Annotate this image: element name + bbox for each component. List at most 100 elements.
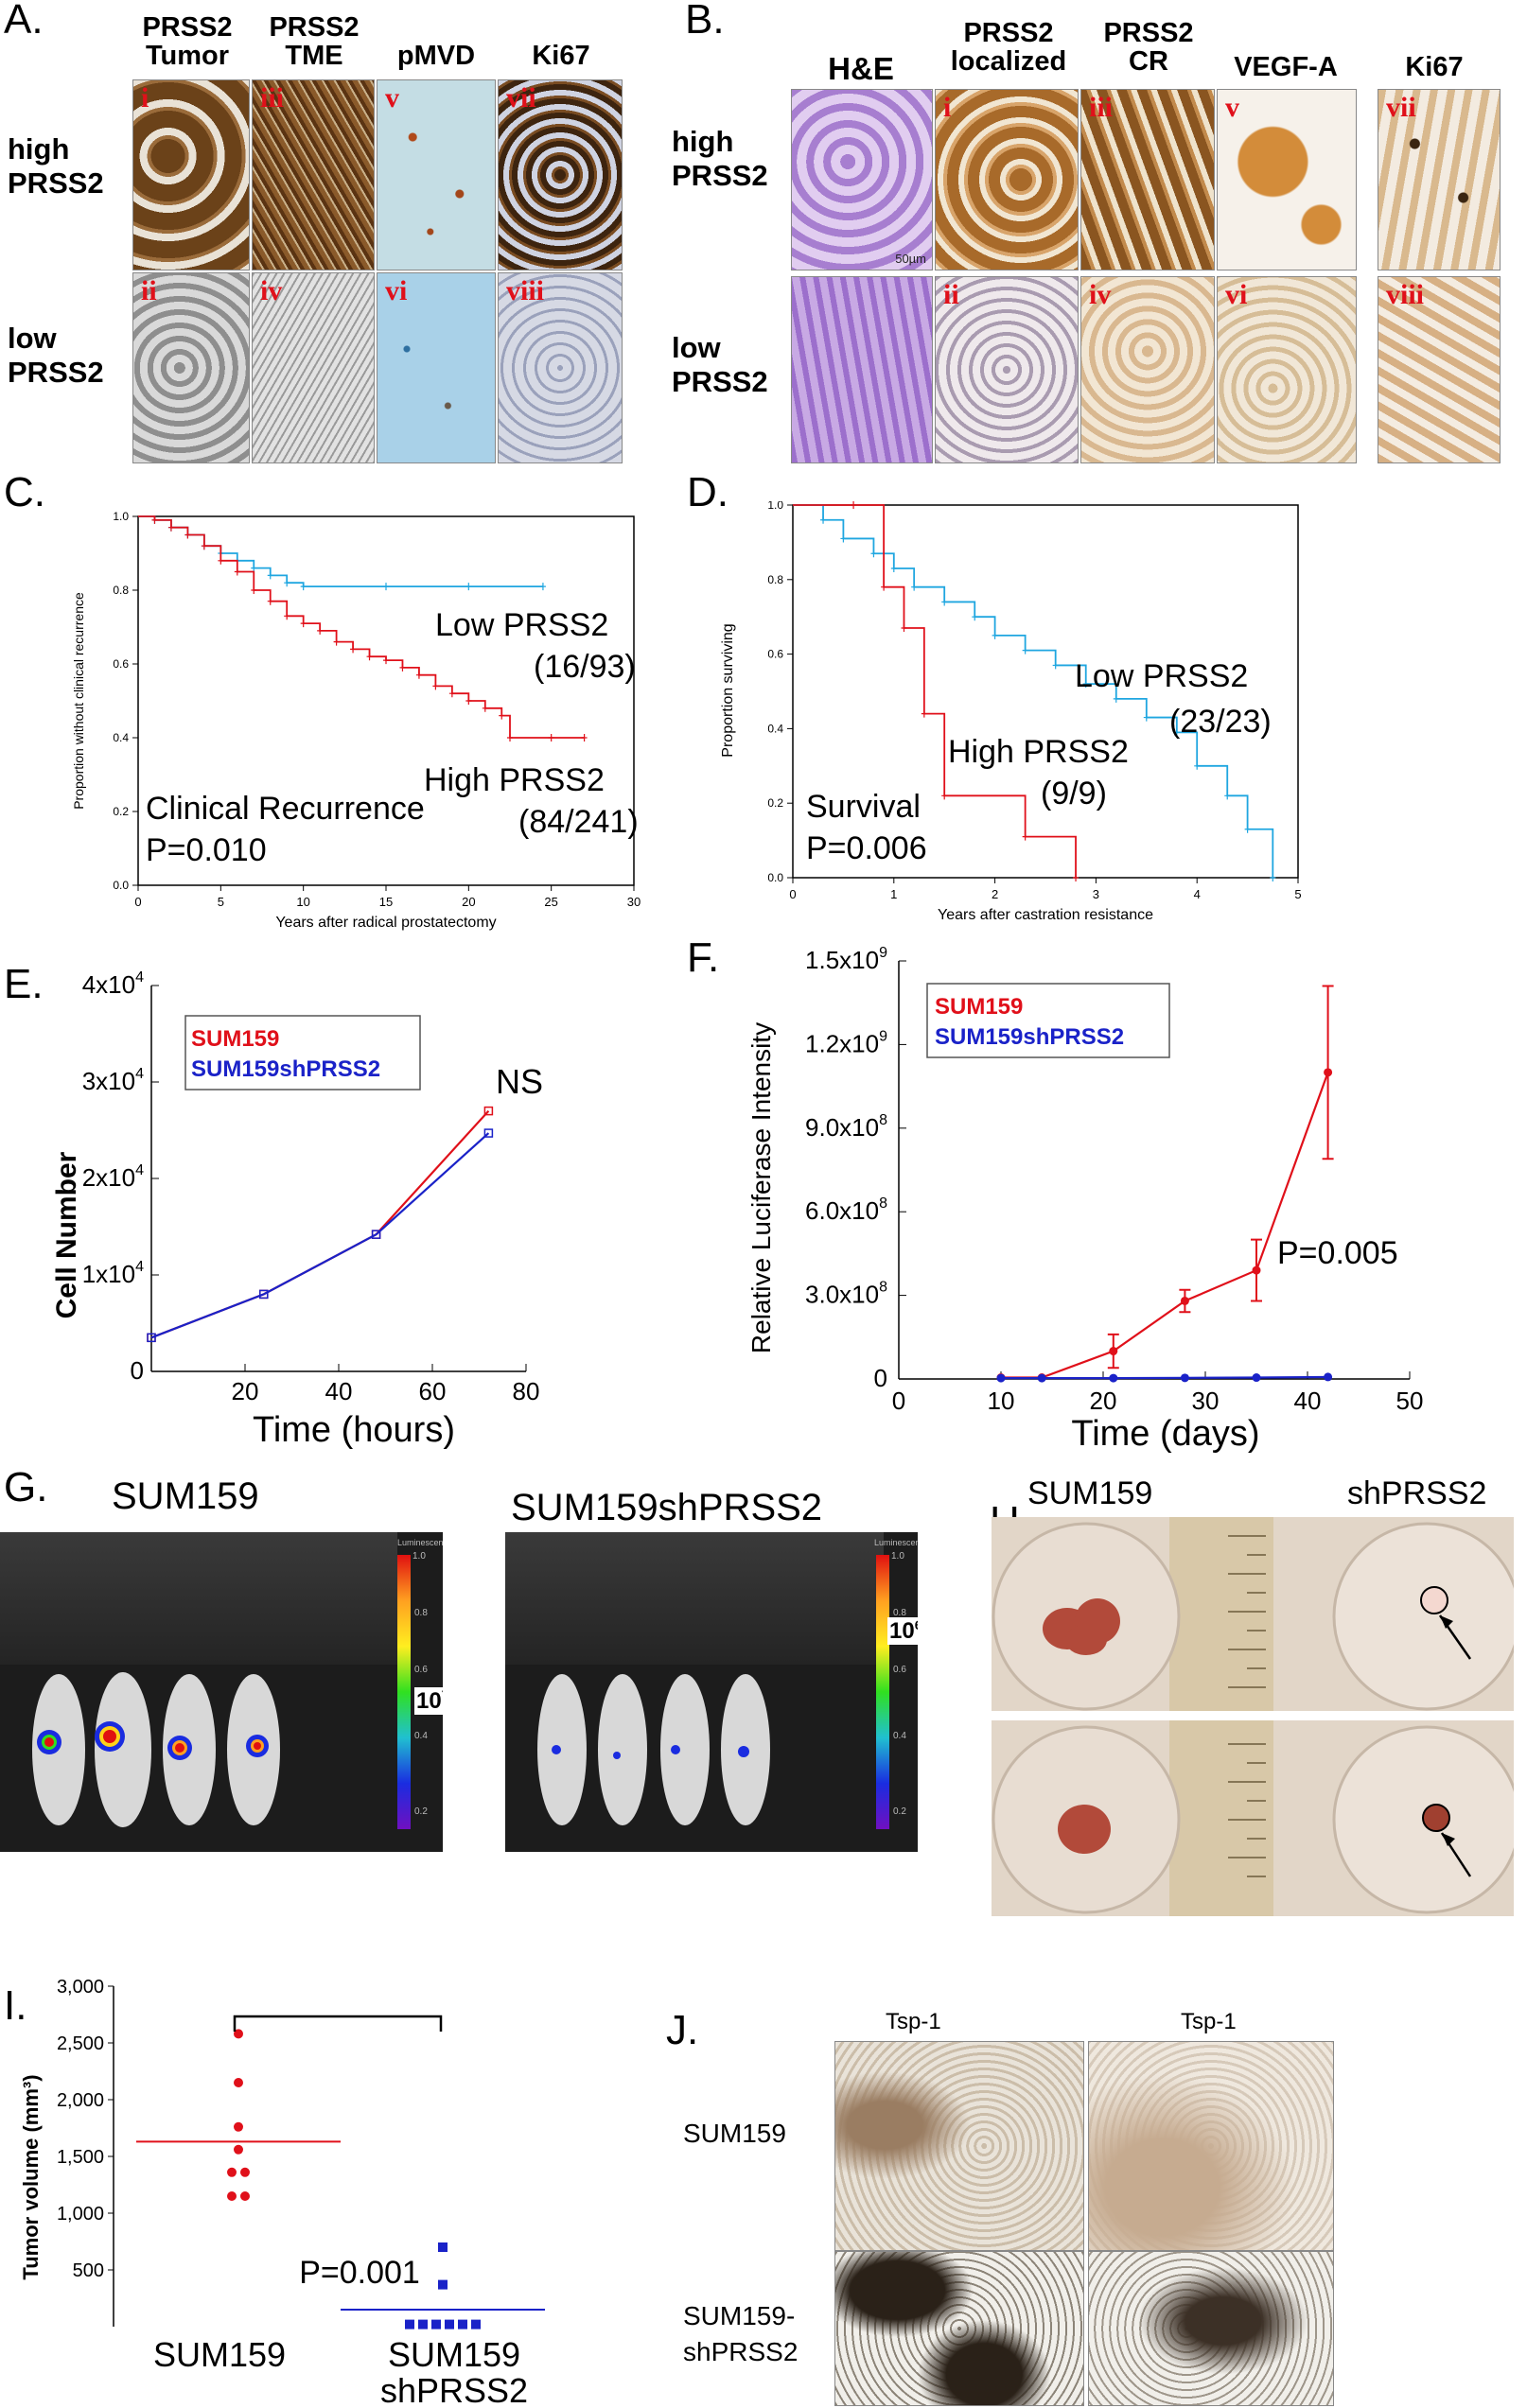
x-category-label: SUM159 <box>388 2335 520 2374</box>
data-point <box>438 2242 448 2252</box>
scale-top: 1.0 <box>412 1551 426 1562</box>
panel-i-letter: I. <box>4 1982 27 2029</box>
panel-a-tile-prss2-tumor-low: ii <box>132 272 250 463</box>
censor-mark <box>820 515 827 524</box>
col-label: PRSS2 localized <box>950 18 1067 78</box>
x-tick-label: 30 <box>1192 1387 1220 1415</box>
panel-a-tile-ki67-high: vii <box>498 79 623 270</box>
magnitude-exp: 6 <box>915 1617 918 1632</box>
data-point <box>371 1230 381 1239</box>
y-tick-label: 3x104 <box>82 1066 144 1095</box>
numeral: v <box>385 82 399 113</box>
censor-mark <box>870 550 877 558</box>
x-tick-label: 0 <box>892 1387 905 1415</box>
y-tick-label: 2,500 <box>57 2033 104 2054</box>
significance-bracket <box>233 2015 443 2032</box>
numeral: viii <box>506 275 545 306</box>
y-tick-label: 500 <box>73 2260 104 2281</box>
censor-mark <box>1022 646 1028 654</box>
censor-mark <box>1113 694 1119 703</box>
panel-h-right-title: shPRSS2 <box>1347 1475 1487 1511</box>
scale-luminescence: Luminescence <box>397 1538 443 1547</box>
panel-j-tile-shprss2-1 <box>834 2251 1084 2406</box>
panel-b-row-low: low PRSS2 <box>672 331 768 398</box>
censor-mark <box>267 597 273 605</box>
data-point <box>1037 1373 1046 1383</box>
censor-mark <box>300 583 307 591</box>
x-tick-label: 10 <box>296 895 309 909</box>
censor-mark <box>399 663 406 672</box>
panel-a-tile-pmvd-high: v <box>377 79 496 270</box>
censor-mark <box>499 711 505 720</box>
panel-b-tile-ki67-high: vii <box>1378 89 1501 270</box>
censor-mark <box>581 734 588 742</box>
x-tick-label: 15 <box>379 895 393 909</box>
data-point <box>458 2319 467 2329</box>
panel-j-col-1: Tsp-1 <box>886 2009 941 2034</box>
censor-mark <box>941 792 948 800</box>
legend-sum159: SUM159 <box>935 994 1023 1020</box>
x-tick-label: 80 <box>513 1377 540 1405</box>
censor-mark <box>992 631 998 639</box>
y-tick-label: 0 <box>874 1364 887 1392</box>
divider <box>992 1711 1514 1720</box>
censor-mark <box>415 671 422 679</box>
panel-i-chart: 500 1,000 1,500 2,000 2,500 3,000 P=0.001 Tum… <box>19 1977 545 2408</box>
panel-g-letter: G. <box>4 1464 48 1510</box>
censor-mark <box>1073 874 1079 881</box>
mice-svg <box>32 1672 280 1827</box>
x-tick-label: 25 <box>544 895 557 909</box>
numeral: vii <box>1386 92 1416 123</box>
censor-mark <box>881 583 887 591</box>
col-label: PRSS2 TME <box>269 12 360 72</box>
mouse <box>95 1672 151 1827</box>
censor-mark <box>383 656 389 665</box>
numeral: i <box>141 82 149 113</box>
data-point <box>996 1373 1006 1383</box>
series-line-sum159shprss2 <box>150 1132 490 1339</box>
data-point <box>431 2319 441 2329</box>
legend-sum159: SUM159 <box>191 1026 279 1052</box>
y-axis-label: Proportion without clinical recurrence <box>71 592 86 810</box>
data-point <box>445 2319 454 2329</box>
magnitude-exp: 7 <box>442 1687 443 1702</box>
scale-tick: 0.8 <box>414 1608 428 1618</box>
low-count: (16/93) <box>534 649 636 685</box>
ns-label: NS <box>496 1062 543 1101</box>
y-tick-label: 0.8 <box>767 573 783 586</box>
panel-j-col-2: Tsp-1 <box>1181 2009 1237 2034</box>
x-axis-label: Years after castration resistance <box>938 907 1153 923</box>
mouse <box>660 1674 710 1825</box>
y-tick-label: 0.8 <box>113 584 129 597</box>
y-tick-label: 1,500 <box>57 2147 104 2168</box>
censor-mark <box>972 613 978 621</box>
x-tick-label: 0 <box>789 887 796 901</box>
censor-mark <box>350 645 357 654</box>
data-point <box>471 2319 481 2329</box>
data-point <box>483 1128 494 1138</box>
panel-f-letter: F. <box>687 934 720 981</box>
data-point <box>483 1106 494 1116</box>
censor-mark <box>1194 761 1201 770</box>
y-axis-label: Proportion surviving <box>720 623 736 757</box>
panel-b-row-high: high PRSS2 <box>672 125 768 192</box>
data-point <box>234 2078 243 2087</box>
panel-c-letter: C. <box>4 469 45 515</box>
censor-mark <box>218 556 224 565</box>
panel-b-tile-he-low <box>791 276 933 463</box>
panel-g-right-image: 1.0 Luminescence 0.8 0.6 0.4 0.2 106 <box>505 1532 918 1852</box>
x-category-label: shPRSS2 <box>380 2371 528 2408</box>
low-label: Low PRSS2 <box>1075 658 1248 694</box>
numeral: ii <box>943 279 959 310</box>
censor-mark <box>851 501 857 509</box>
y-tick-label: 0.6 <box>767 648 783 661</box>
data-point <box>240 2167 250 2177</box>
censor-mark <box>1052 661 1059 670</box>
censor-mark <box>539 583 546 591</box>
x-axis-label: Time (days) <box>1071 1414 1259 1454</box>
panel-h-photo <box>992 1517 1514 1916</box>
censor-mark <box>1244 825 1251 833</box>
data-point <box>227 2191 237 2201</box>
censor-mark <box>840 534 847 543</box>
panel-e-letter: E. <box>4 961 44 1007</box>
